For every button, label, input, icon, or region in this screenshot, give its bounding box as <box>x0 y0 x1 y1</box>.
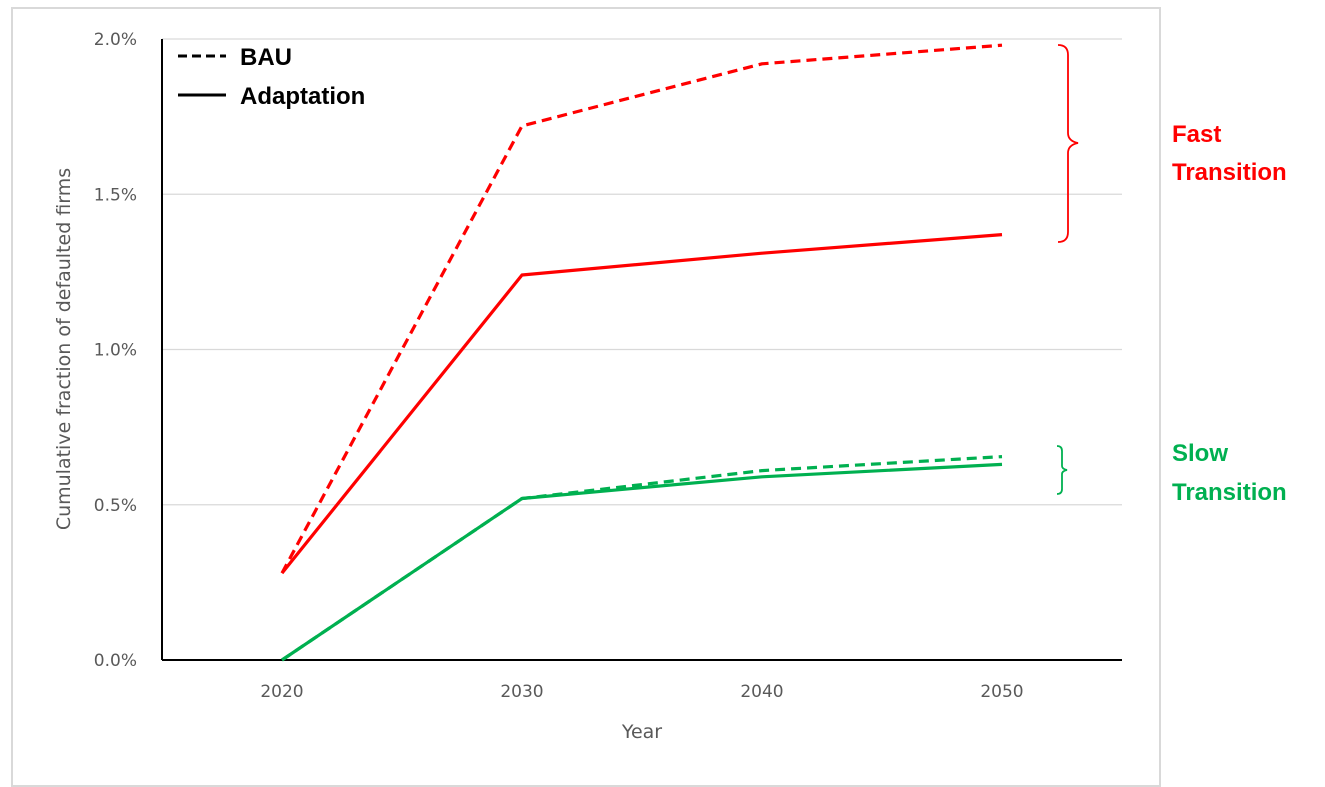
y-tick-label: 0.0% <box>94 651 137 671</box>
annotations: Fast Transition Slow Transition <box>1172 121 1287 506</box>
legend: BAU Adaptation <box>178 44 365 110</box>
slow-transition-adaptation-line <box>281 462 1003 662</box>
fast-transition-label-line1: Fast <box>1172 121 1221 148</box>
fast-transition-bracket <box>1057 44 1079 243</box>
x-tick-label: 2020 <box>260 682 303 702</box>
y-axis-title: Cumulative fraction of defaulted firms <box>53 168 75 530</box>
y-tick-label: 1.5% <box>94 185 137 205</box>
x-tick-label: 2040 <box>740 682 783 702</box>
series-lines <box>280 43 1003 662</box>
x-axis-title: Year <box>621 721 662 743</box>
fast-transition-label-line2: Transition <box>1172 159 1287 186</box>
fast-transition-bau-line <box>280 43 1003 574</box>
y-tick-label: 1.0% <box>94 341 137 361</box>
annotation-brackets <box>1056 44 1079 495</box>
x-tick-label: 2030 <box>500 682 543 702</box>
slow-transition-bracket <box>1056 445 1068 495</box>
x-tick-labels: 2020 2030 2040 2050 <box>260 682 1023 702</box>
legend-adaptation-label: Adaptation <box>240 83 365 110</box>
y-tick-label: 2.0% <box>94 30 137 50</box>
fast-transition-adaptation-line <box>280 233 1003 575</box>
slow-transition-label-line1: Slow <box>1172 440 1228 467</box>
slow-transition-label-line2: Transition <box>1172 479 1287 506</box>
gridlines <box>162 38 1122 506</box>
y-tick-label: 0.5% <box>94 496 137 516</box>
legend-bau-label: BAU <box>240 44 292 71</box>
y-tick-labels: 0.0% 0.5% 1.0% 1.5% 2.0% <box>94 30 137 671</box>
axes <box>161 39 1122 661</box>
x-tick-label: 2050 <box>980 682 1023 702</box>
chart-frame <box>11 7 1161 787</box>
